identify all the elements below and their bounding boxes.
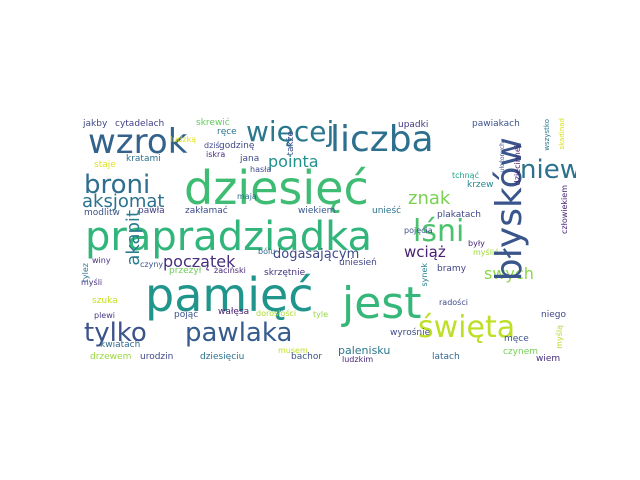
word: palenisku — [338, 344, 391, 357]
word: także — [286, 131, 296, 156]
word: swych — [484, 264, 534, 283]
word: plewi — [94, 311, 115, 320]
word: akapit — [123, 210, 144, 266]
word: godzinę — [219, 141, 255, 151]
word: wiekiem — [298, 206, 336, 216]
word: tylez — [81, 263, 90, 283]
word: prapradziadka — [85, 214, 373, 260]
word: dogasającym — [273, 247, 360, 262]
word: tylko — [84, 318, 147, 348]
word: lśni — [413, 214, 465, 249]
word: ręce — [217, 127, 237, 137]
word: przeżył — [169, 266, 202, 276]
word: wzrok — [88, 122, 188, 162]
word: skrzętnie — [264, 268, 306, 278]
word: jana — [240, 154, 260, 164]
word: latach — [432, 352, 460, 362]
word: ludzką — [170, 135, 197, 144]
word: urodzin — [140, 352, 174, 362]
word: szuka — [92, 296, 118, 306]
word: staje — [94, 160, 116, 170]
word: tyle — [313, 310, 329, 319]
word: cytadelach — [115, 119, 165, 129]
word: niego — [541, 310, 566, 320]
word: pojąć — [174, 310, 199, 320]
word: pojęcia — [404, 226, 433, 235]
word: ułożonych — [499, 142, 506, 173]
word: hasła — [250, 165, 272, 174]
word: pawła — [138, 206, 165, 216]
word: bólu — [258, 247, 276, 256]
word: pawiakach — [472, 119, 520, 129]
word: myśli — [81, 278, 103, 287]
word: męce — [504, 334, 529, 344]
word: kwiatach — [100, 340, 141, 350]
word: wszystko — [543, 119, 551, 151]
word: iskra — [206, 150, 226, 159]
word: pointa — [268, 152, 319, 171]
word: uniesień — [339, 258, 377, 268]
word: czyny — [140, 260, 164, 269]
word: modlitw — [84, 208, 120, 218]
word: wyrośnie — [390, 328, 431, 338]
word: ludzkim — [342, 355, 374, 364]
word: były — [468, 239, 485, 248]
word: wałęsa — [218, 307, 250, 317]
word: żaciński — [214, 266, 246, 275]
word: dziś — [204, 141, 220, 150]
word: winy — [92, 256, 111, 265]
word: więcej — [246, 115, 335, 148]
word: krzew — [467, 180, 494, 190]
word: tchnąć — [452, 171, 479, 180]
word: aksjomat — [82, 191, 165, 212]
word: dziesięciu — [200, 352, 245, 362]
word: myślą — [555, 325, 564, 349]
word: dziecinnej — [513, 145, 522, 186]
word: jest — [342, 278, 422, 329]
word: czynem — [503, 347, 539, 357]
word: niewiadoma — [520, 155, 576, 185]
word: znak — [408, 188, 451, 209]
word: mają — [237, 192, 257, 201]
word: broni — [84, 170, 151, 200]
word: dorosłości — [256, 309, 297, 318]
word: święta — [418, 310, 516, 345]
word: upadki — [398, 120, 429, 130]
word: myślić — [473, 248, 499, 257]
word: unieść — [372, 206, 402, 216]
word: wciąż — [404, 243, 446, 261]
word: bachor — [291, 352, 323, 362]
word: skadinad — [558, 118, 566, 150]
word: skrewić — [196, 118, 230, 128]
word: radości — [439, 298, 468, 307]
word: musem — [278, 346, 308, 355]
word: wiem — [536, 354, 561, 364]
word: liczba — [330, 119, 434, 160]
word: błysków — [489, 137, 530, 282]
word: pamięć — [145, 268, 314, 322]
word: pawlaka — [185, 318, 293, 348]
word: bramy — [437, 264, 467, 274]
word: synek — [420, 263, 429, 287]
word-cloud: dziesięć prapradziadka pamięć jest wzrok… — [80, 115, 576, 367]
word: dziesięć — [184, 161, 369, 215]
word: kratami — [126, 154, 161, 164]
word: człowiekiem — [560, 185, 569, 235]
word: plakatach — [437, 210, 481, 220]
word: jakby — [83, 119, 108, 129]
word: początek — [163, 252, 236, 271]
word: drzewem — [90, 352, 132, 362]
word: zakłamać — [185, 206, 228, 216]
